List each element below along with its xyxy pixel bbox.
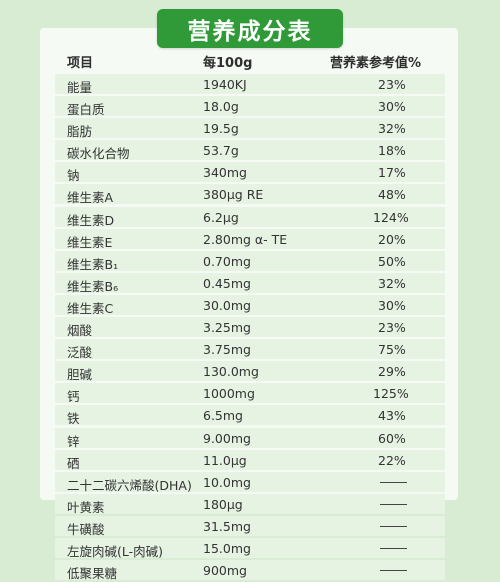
nutrient-name: 维生素E [67,234,113,250]
nutrient-name: 钙 [67,389,80,405]
nutrient-name: 二十二碳六烯酸(DHA) [67,477,192,493]
table-row: 二十二碳六烯酸(DHA) 10.0mg [55,471,445,493]
nutrient-name: 能量 [67,80,93,95]
table-row: 蛋白质 18.0g 30% [55,96,445,118]
nutrient-nrv: 18% [378,143,406,159]
nutrient-amount: 0.70mg [203,253,251,269]
nutrient-amount: 9.00mg [203,430,251,446]
nutrient-name: 钠 [67,168,80,184]
nutrient-name: 胆碱 [67,367,93,383]
header-item: 项目 [67,56,94,71]
table-header: 项目 每100g 营养素参考值% [55,48,445,72]
nutrient-amount: 3.75mg [203,342,251,358]
nutrient-amount: 6.5mg [203,408,243,424]
nutrient-name: 维生素A [67,190,114,206]
nutrient-nrv: 125% [373,386,409,402]
nutrient-nrv: 17% [378,165,406,181]
page-title: 营养成分表 [187,18,313,45]
nutrient-amount: 340mg [203,165,247,181]
nutrient-amount: 31.5mg [203,518,251,534]
nutrient-amount: 900mg [203,563,247,579]
table-row: 维生素E 2.80mg α- TE 20% [55,228,445,250]
nutrient-name: 锌 [67,433,80,449]
table-row: 维生素C 30.0mg 30% [55,294,445,316]
nutrient-nrv: 60% [378,430,406,446]
table-row: 维生素B₁ 0.70mg 50% [55,250,445,272]
table-row: 维生素A 380μg RE 48% [55,184,445,206]
nutrient-amount: 3.25mg [203,320,251,336]
nutrient-nrv: 32% [378,275,406,291]
nutrient-amount: 19.5g [203,121,239,137]
nutrient-name: 硒 [67,455,80,471]
nrv-dash [380,503,407,505]
nutrient-name: 低聚果糖 [67,566,118,582]
nrv-dash [380,547,407,549]
nutrient-nrv: 32% [378,121,406,137]
table-row: 钙 1000mg 125% [55,383,445,405]
nutrient-nrv: 23% [378,77,406,92]
table-row: 能量 1940KJ 23% [55,74,445,95]
table-row: 碳水化合物 53.7g 18% [55,140,445,162]
table-row: 锌 9.00mg 60% [55,427,445,449]
title-banner: 营养成分表 [157,9,343,48]
nrv-dash [380,570,407,572]
nutrient-nrv: 20% [378,231,406,247]
nrv-dash [380,481,407,483]
nutrient-nrv: 75% [378,342,406,358]
table-row: 胆碱 130.0mg 29% [55,361,445,383]
nutrient-nrv: 50% [378,253,406,269]
nutrient-nrv: 43% [378,408,406,424]
table-row: 维生素D 6.2μg 124% [55,206,445,228]
nutrient-name: 维生素C [67,300,114,316]
table-row: 左旋肉碱(L-肉碱) 15.0mg [55,537,445,559]
nutrient-nrv: 124% [373,209,409,225]
nutrient-name: 维生素B₆ [67,278,119,294]
table-row: 脂肪 19.5g 32% [55,118,445,140]
nutrient-amount: 380μg RE [203,187,264,203]
table-row: 钠 340mg 17% [55,162,445,184]
nutrition-facts-page: 营养成分表 项目 每100g 营养素参考值% 能量 1940KJ 23% 蛋白质 18.… [40,9,458,581]
nutrient-amount: 10.0mg [203,474,251,490]
nutrient-amount: 18.0g [203,99,239,115]
nutrient-amount: 180μg [203,496,243,512]
nutrient-name: 烟酸 [67,323,93,339]
nutrient-amount: 6.2μg [203,209,239,225]
table-row: 低聚果糖 900mg [55,560,445,582]
table-row: 铁 6.5mg 43% [55,405,445,427]
nutrient-nrv: 29% [378,364,406,380]
table-row: 维生素B₆ 0.45mg 32% [55,272,445,294]
nutrient-amount: 15.0mg [203,540,251,556]
nutrient-name: 泛酸 [67,345,93,361]
nutrient-amount: 11.0μg [203,452,247,468]
table-row: 硒 11.0μg 22% [55,449,445,471]
nutrient-name: 左旋肉碱(L-肉碱) [67,543,164,559]
nutrient-amount: 30.0mg [203,297,251,313]
table-row: 烟酸 3.25mg 23% [55,317,445,339]
nutrition-table: 能量 1940KJ 23% 蛋白质 18.0g 30% 脂肪 19.5g 32% 碳水化合物 53.… [55,74,445,582]
nrv-dash [380,525,407,527]
nutrient-name: 铁 [67,411,80,427]
nutrient-amount: 2.80mg α- TE [203,231,288,247]
nutrient-nrv: 48% [378,187,406,203]
nutrient-nrv: 30% [378,297,406,313]
nutrient-name: 维生素B₁ [67,256,119,272]
nutrient-name: 脂肪 [67,124,93,140]
nutrient-name: 牛磺酸 [67,521,105,537]
nutrient-name: 蛋白质 [67,102,105,118]
nutrient-amount: 53.7g [203,143,239,159]
nutrient-name: 碳水化合物 [67,146,130,162]
nutrient-amount: 130.0mg [203,364,259,380]
table-row: 泛酸 3.75mg 75% [55,339,445,361]
nutrient-amount: 1940KJ [203,77,247,92]
nutrient-name: 维生素D [67,212,115,228]
nutrient-amount: 1000mg [203,386,255,402]
table-row: 牛磺酸 31.5mg [55,515,445,537]
nutrient-nrv: 30% [378,99,406,115]
header-per-100g: 每100g [203,56,253,71]
header-nrv: 营养素参考值% [330,56,422,71]
nutrient-nrv: 23% [378,320,406,336]
table-row: 叶黄素 180μg [55,493,445,515]
nutrient-nrv: 22% [378,452,406,468]
nutrient-amount: 0.45mg [203,275,251,291]
